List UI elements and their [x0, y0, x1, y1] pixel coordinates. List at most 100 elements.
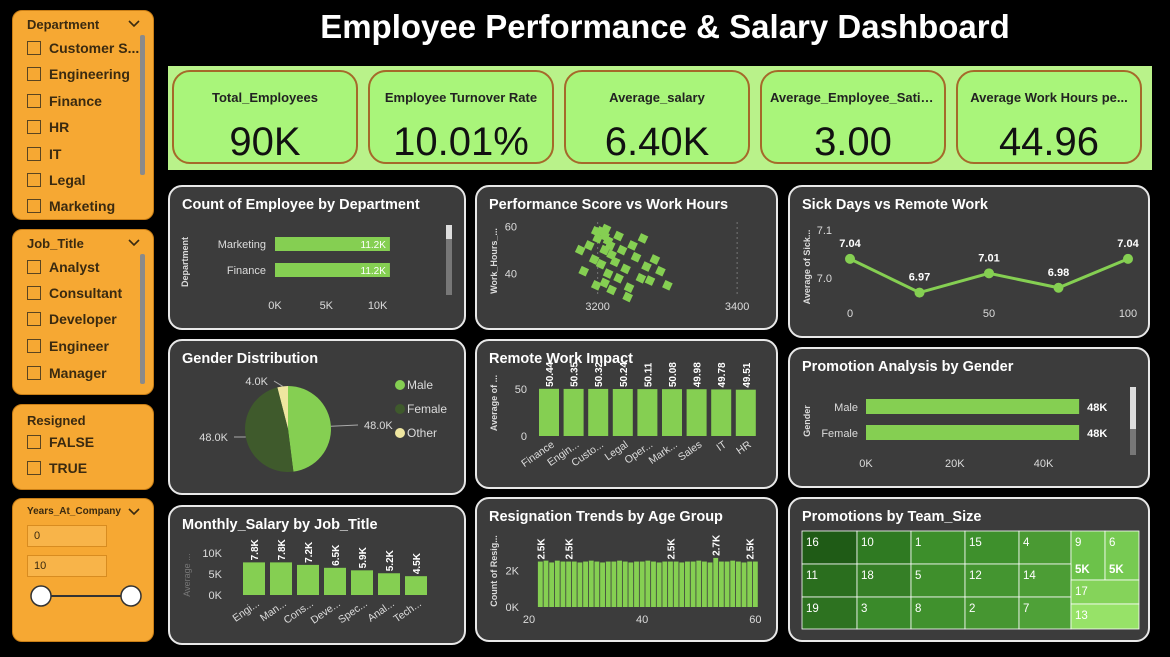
y-tick-label: 0K — [209, 590, 223, 602]
slicer-option-manager[interactable]: Manager — [27, 362, 107, 384]
slicer-option-it[interactable]: IT — [27, 143, 61, 165]
card-salary-by-job-title[interactable]: Monthly_Salary by Job_Title Average ... 0… — [168, 505, 466, 645]
y-axis-label: Department — [180, 237, 190, 287]
bar — [554, 560, 560, 607]
data-label: 2.5K — [536, 538, 547, 560]
slicer-option-false[interactable]: FALSE — [27, 431, 94, 453]
bar — [297, 564, 319, 595]
x-tick-label: 5K — [320, 300, 334, 312]
bar — [686, 389, 707, 436]
x-tick-label: 0K — [268, 300, 282, 312]
years-slicer-title: Years_At_Company — [27, 506, 121, 517]
line-point — [914, 287, 925, 298]
department-slicer[interactable]: Department Customer S... Engineering Fin… — [12, 10, 154, 220]
slicer-option-hr[interactable]: HR — [27, 116, 69, 138]
scatter-point — [644, 275, 656, 286]
gender-pie-chart: 48.0K 48.0K 4.0K Male Female Other — [199, 376, 447, 472]
years-max-input[interactable]: 10 — [27, 555, 107, 577]
chevron-down-icon[interactable] — [127, 17, 141, 31]
data-label: 48.0K — [199, 432, 228, 444]
slicer-option-analyst[interactable]: Analyst — [27, 256, 100, 278]
category-label: Female — [821, 428, 858, 440]
checkbox[interactable] — [27, 339, 41, 353]
x-tick-label: HR — [734, 438, 754, 457]
card-remote-work-impact[interactable]: Remote Work Impact Average of ... 0 50 50.4… — [475, 339, 778, 489]
card-performance-vs-hours[interactable]: Performance Score vs Work Hours Work_Hou… — [475, 185, 778, 330]
slicer-option-engineer[interactable]: Engineer — [27, 335, 109, 357]
resigned-slicer[interactable]: Resigned FALSE TRUE — [12, 404, 154, 490]
category-label: Finance — [227, 265, 266, 277]
checkbox[interactable] — [27, 41, 41, 55]
data-label: 6.98 — [1048, 267, 1069, 279]
data-label: 5.2K — [385, 549, 396, 571]
treemap-label: 3 — [861, 603, 867, 615]
checkbox[interactable] — [27, 260, 41, 274]
slicer-scrollbar[interactable] — [140, 35, 145, 175]
card-sick-days-vs-remote[interactable]: Sick Days vs Remote Work Average of Sick… — [788, 185, 1150, 338]
checkbox[interactable] — [27, 435, 41, 449]
x-tick-label: Spec... — [336, 598, 370, 627]
data-label: 49.78 — [717, 362, 728, 387]
bar — [539, 388, 559, 436]
bar — [605, 561, 611, 607]
card-promotions-by-team-size[interactable]: Promotions by Team_Size 16 10 1 15 4 9 5K 6 5K 11… — [788, 497, 1150, 642]
checkbox[interactable] — [27, 286, 41, 300]
treemap-label: 13 — [1075, 610, 1088, 622]
pie-slice — [288, 386, 332, 472]
bar — [701, 561, 707, 607]
years-min-input[interactable]: 0 — [27, 525, 107, 547]
bar — [537, 561, 543, 607]
bar — [741, 562, 747, 607]
checkbox[interactable] — [27, 120, 41, 134]
chevron-down-icon[interactable] — [127, 505, 141, 519]
years-range-slider[interactable] — [13, 579, 154, 619]
card-count-by-department[interactable]: Count of Employee by Department Departme… — [168, 185, 466, 330]
treemap-cell — [1104, 530, 1140, 581]
option-label: Consultant — [49, 285, 123, 301]
bar — [594, 561, 600, 607]
scatter-point — [578, 265, 590, 277]
slicer-option-engineering[interactable]: Engineering — [27, 63, 130, 85]
line-point — [845, 253, 855, 264]
chevron-down-icon[interactable] — [127, 236, 141, 250]
slicer-option-legal[interactable]: Legal — [27, 169, 86, 191]
card-resignation-by-age[interactable]: Resignation Trends by Age Group Count of… — [475, 497, 778, 642]
x-tick-label: Deve... — [309, 598, 343, 627]
bar — [560, 561, 566, 607]
slicer-option-finance[interactable]: Finance — [27, 90, 102, 112]
checkbox[interactable] — [27, 67, 41, 81]
bar — [324, 567, 346, 595]
slicer-scrollbar[interactable] — [140, 254, 145, 384]
checkbox[interactable] — [27, 312, 41, 326]
option-label: FALSE — [49, 434, 95, 450]
x-tick-label: Cons... — [282, 598, 316, 627]
bar — [588, 560, 594, 607]
x-tick-label: 40K — [1034, 458, 1054, 470]
card-promotion-by-gender[interactable]: Promotion Analysis by Gender Gender Male 4… — [788, 347, 1150, 488]
checkbox[interactable] — [27, 173, 41, 187]
treemap-cell — [910, 596, 966, 630]
checkbox[interactable] — [27, 199, 41, 213]
years-at-company-slicer[interactable]: Years_At_Company 0 10 — [12, 498, 154, 642]
slicer-option-consultant[interactable]: Consultant — [27, 282, 122, 304]
bar — [662, 561, 668, 607]
card-gender-distribution[interactable]: Gender Distribution 48.0K 48.0K 4.0K Male Fe… — [168, 339, 466, 495]
scrollbar-thumb — [446, 225, 452, 239]
slicer-option-marketing[interactable]: Marketing — [27, 195, 115, 217]
chart-title: Remote Work Impact — [489, 351, 633, 367]
checkbox[interactable] — [27, 461, 41, 475]
checkbox[interactable] — [27, 366, 41, 380]
slicer-option-developer[interactable]: Developer — [27, 308, 117, 330]
job-title-slicer[interactable]: Job_Title Analyst Consultant Developer E… — [12, 229, 154, 395]
bar — [628, 562, 634, 607]
checkbox[interactable] — [27, 94, 41, 108]
checkbox[interactable] — [27, 147, 41, 161]
chart-title: Gender Distribution — [182, 351, 319, 367]
slicer-option-customer-service[interactable]: Customer S... — [27, 37, 139, 59]
option-label: Analyst — [49, 259, 100, 275]
kpi-value: 3.00 — [814, 120, 892, 164]
legend-label: Other — [407, 426, 437, 440]
chart-title: Promotion Analysis by Gender — [802, 359, 1014, 375]
slicer-option-true[interactable]: TRUE — [27, 457, 87, 479]
